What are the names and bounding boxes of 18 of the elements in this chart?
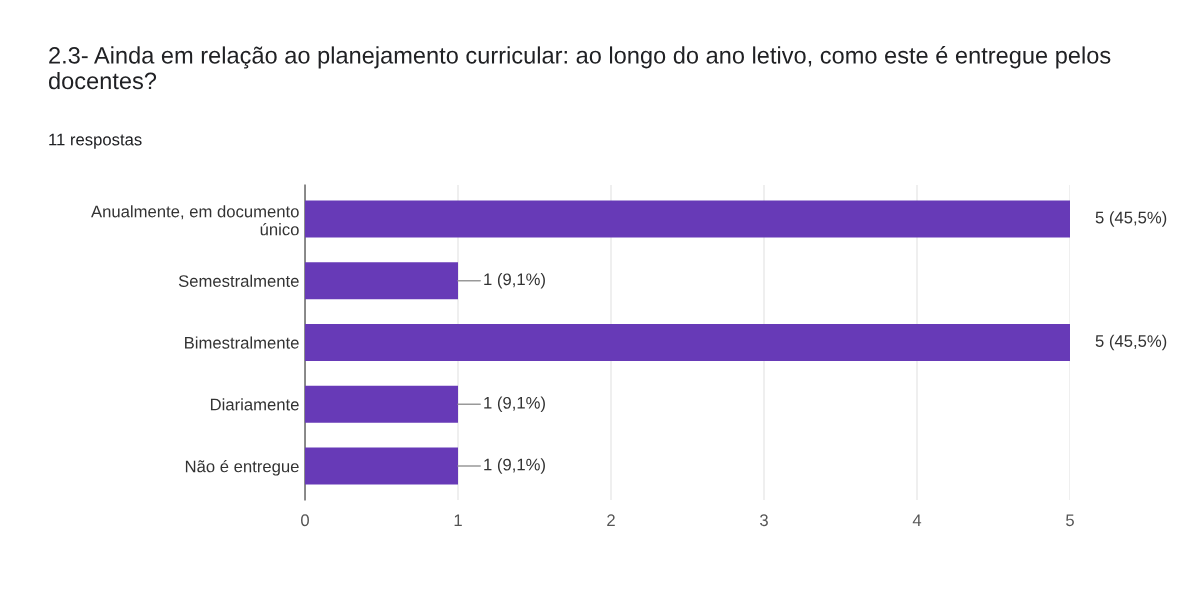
x-tick-label: 0 [301,514,309,527]
data-label: 1 (9,1%) [484,272,545,289]
y-tick-label: Anualmente, em documento único [91,205,299,236]
data-label: 5 (45,5%) [1095,334,1167,351]
y-tick-label: Semestralmente [178,274,299,287]
text: 11 respostas [49,133,142,149]
data-label: 1 (9,1%) [484,458,545,474]
data-label: 1 (9,1%) [484,396,545,413]
y-tick-label: Bimestralmente [185,336,299,349]
x-tick-label: 4 [912,514,922,526]
x-tick-label: 2 [607,514,615,526]
chart-title: 2.3- Ainda em relação ao planejamento curricular: ao longo do ano letivo, como este é entregue pelos docentes? [48,46,1111,90]
data-label: 5 (45,5%) [1095,211,1167,227]
x-tick-label: 1 [454,514,462,526]
x-tick-label: 5 [1066,514,1074,527]
y-tick-label: Diariamente [210,398,299,411]
y-tick-label: Não é entregue [185,459,299,476]
x-tick-label: 3 [760,514,768,527]
